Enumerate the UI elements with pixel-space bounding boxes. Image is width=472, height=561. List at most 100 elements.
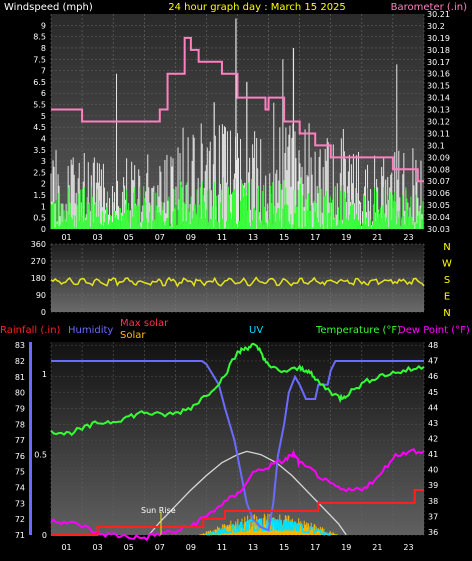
max-solar-label: Max solar: [120, 318, 169, 329]
dew-point-label: Dew Point (°F): [398, 325, 470, 336]
rainfall-y-axis: 00.51: [34, 370, 47, 540]
humidity-label: Humidity: [68, 325, 113, 336]
wind-y-tick: 5.5: [33, 101, 46, 110]
chart-title: 24 hour graph day : March 15 2025: [168, 2, 346, 13]
solar-label: Solar: [120, 330, 146, 341]
barometer-y-tick: 30.1: [427, 141, 445, 150]
rainfall-y-tick: 0: [42, 531, 47, 540]
humidity-y-tick: 73: [15, 499, 25, 508]
barometer-y-tick: 30.2: [427, 22, 445, 31]
wind-x-tick: 23: [403, 233, 413, 242]
main-x-tick: 09: [186, 543, 196, 552]
wind-x-tick: 13: [248, 233, 258, 242]
barometer-y-tick: 30.07: [427, 177, 450, 186]
barometer-y-tick: 30.16: [427, 70, 450, 79]
temperature-y-tick: 37: [428, 512, 438, 521]
wind-axis-label: Windspeed (mph): [4, 2, 93, 13]
barometer-y-tick: 30.17: [427, 58, 450, 67]
wind-x-tick: 17: [310, 233, 320, 242]
wind-x-tick: 21: [372, 233, 382, 242]
wind-y-tick: 1: [41, 202, 46, 211]
wind-y-tick: 8.5: [33, 33, 46, 42]
barometer-y-tick: 30.04: [427, 213, 450, 222]
wind-x-tick: 01: [61, 233, 71, 242]
dew-point-line: [50, 447, 425, 542]
wind-series: [50, 177, 424, 229]
rainfall-y-tick: 0.5: [34, 451, 47, 460]
wind-y-tick: 7: [41, 67, 46, 76]
compass-label: N: [443, 308, 450, 319]
wind-y-axis: 0 0.5 1 1.5 2 2.5 3 3.5 4 4.5 5 5.5 6 6.5 7 7.5 8 8.5 9: [33, 21, 46, 234]
wind-y-tick: 2.5: [33, 168, 46, 177]
humidity-y-tick: 80: [15, 389, 25, 398]
temperature-y-tick: 47: [428, 357, 438, 366]
barometer-y-tick: 30.08: [427, 165, 450, 174]
temperature-y-tick: 45: [428, 388, 438, 397]
temperature-y-tick: 42: [428, 435, 438, 444]
humidity-y-tick: 72: [15, 515, 25, 524]
humidity-y-tick: 79: [15, 404, 25, 413]
temperature-y-tick: 43: [428, 419, 438, 428]
main-x-tick: 15: [279, 543, 289, 552]
compass-label: E: [444, 292, 450, 303]
temperature-label: Temperature (°F): [315, 325, 401, 336]
humidity-y-tick: 77: [15, 436, 25, 445]
main-x-tick: 23: [403, 543, 413, 552]
barometer-y-tick: 30.05: [427, 201, 450, 210]
temperature-line: [50, 342, 425, 437]
wind-y-tick: 4.5: [33, 123, 46, 132]
direction-y-tick: 270: [31, 257, 46, 266]
humidity-y-tick: 74: [15, 484, 25, 493]
barometer-y-tick: 30.14: [427, 94, 450, 103]
barometer-axis-label: Barometer (.in): [391, 2, 467, 13]
barometer-y-tick: 30.21: [427, 10, 450, 19]
wind-x-tick: 07: [155, 233, 165, 242]
wind-y-tick: 1.5: [33, 191, 46, 200]
main-x-tick: 19: [341, 543, 351, 552]
barometer-y-tick: 30.15: [427, 82, 450, 91]
wind-x-axis: 01 03 05 07 09 11 13 15 17 19 21 23: [61, 233, 413, 242]
wind-y-tick: 7.5: [33, 55, 46, 64]
temperature-y-tick: 44: [428, 403, 438, 412]
main-x-tick: 17: [310, 543, 320, 552]
direction-y-tick: 180: [31, 274, 46, 283]
wind-y-tick: 6: [41, 89, 46, 98]
compass-label: S: [444, 275, 450, 286]
barometer-y-tick: 30.06: [427, 189, 450, 198]
barometer-y-tick: 30.09: [427, 153, 450, 162]
compass-label: N: [443, 242, 450, 253]
compass-label: W: [442, 259, 452, 270]
temperature-y-tick: 36: [428, 528, 438, 537]
barometer-y-tick: 30.12: [427, 118, 450, 127]
temperature-y-tick: 38: [428, 497, 438, 506]
temperature-y-tick: 48: [428, 341, 438, 350]
humidity-y-tick: 83: [15, 341, 25, 350]
wind-y-tick: 6.5: [33, 78, 46, 87]
main-grid: [50, 342, 425, 536]
humidity-y-tick: 75: [15, 468, 25, 477]
wind-y-tick: 8: [41, 44, 46, 53]
barometer-y-tick: 30.19: [427, 34, 450, 43]
main-x-tick: 03: [93, 543, 103, 552]
wind-y-tick: 0: [41, 225, 46, 234]
wind-x-tick: 05: [124, 233, 134, 242]
wind-y-tick: 3.5: [33, 146, 46, 155]
humidity-y-tick: 78: [15, 420, 25, 429]
temperature-y-tick: 41: [428, 450, 438, 459]
wind-x-tick: 15: [279, 233, 289, 242]
humidity-y-axis: 71 72 73 74 75 76 77 78 79 80 81 82 83: [15, 341, 32, 540]
temperature-y-tick: 46: [428, 372, 438, 381]
main-x-tick: 01: [61, 543, 71, 552]
barometer-y-axis: 30.0330.0430.0530.0630.0730.0830.0930.13…: [427, 10, 450, 234]
main-x-tick: 21: [372, 543, 382, 552]
wind-y-tick: 4: [41, 134, 46, 143]
wind-y-tick: 5: [41, 112, 46, 121]
temperature-y-tick: 39: [428, 481, 438, 490]
wind-y-tick: 9: [41, 21, 46, 30]
wind-y-tick: 0.5: [33, 214, 46, 223]
main-x-axis: 01 03 05 07 09 11 13 15 17 19 21 23: [61, 543, 413, 552]
humidity-y-tick: 81: [15, 373, 25, 382]
